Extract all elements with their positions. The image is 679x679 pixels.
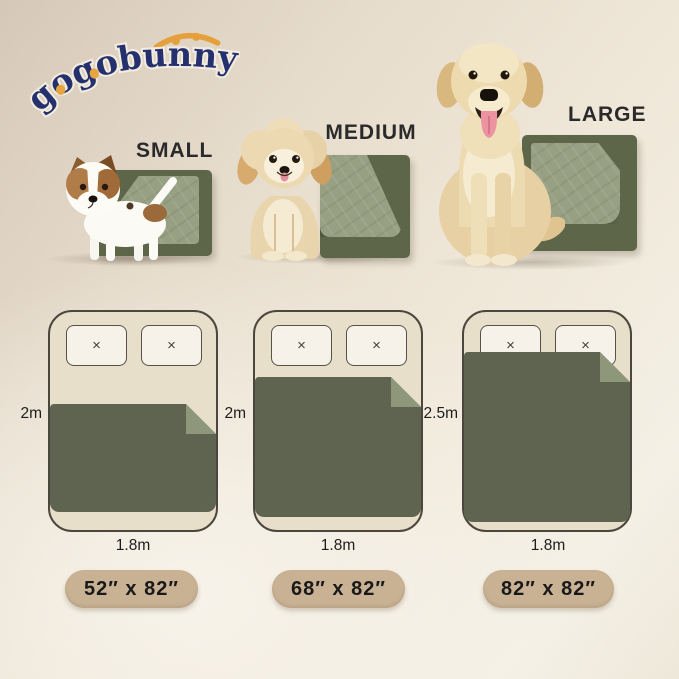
size-label-medium: MEDIUM bbox=[325, 121, 417, 144]
pillow-stitch-icon: × bbox=[372, 337, 381, 354]
blanket-small-on-bed bbox=[50, 404, 216, 512]
bed-diagram-large: × × bbox=[462, 310, 632, 532]
bed-width-label-medium: 1.8m bbox=[320, 537, 356, 554]
size-label-large: LARGE bbox=[568, 103, 647, 126]
bed-width-label-large: 1.8m bbox=[530, 537, 566, 554]
pillow-stitch-icon: × bbox=[506, 337, 515, 354]
pillow: × bbox=[271, 325, 332, 366]
logo-smile-arc-icon bbox=[153, 32, 221, 50]
bed-height-label-small: 2m bbox=[20, 405, 42, 422]
havanese-puppy-illustration bbox=[237, 118, 332, 261]
svg-text:gogobunny: gogobunny bbox=[26, 34, 240, 119]
pillow: × bbox=[346, 325, 407, 366]
pillow-stitch-icon: × bbox=[167, 337, 176, 354]
jack-russell-puppy-illustration bbox=[66, 155, 177, 261]
blanket-large-on-bed bbox=[464, 352, 630, 522]
pillow: × bbox=[66, 325, 127, 366]
logo-o-dot-icon bbox=[89, 68, 99, 79]
size-pill-medium: 68″ x 82″ bbox=[272, 570, 405, 608]
brand-name: gogobunny bbox=[26, 32, 240, 121]
golden-retriever-illustration bbox=[436, 43, 565, 266]
logo-o-dot-icon bbox=[56, 84, 66, 95]
size-pill-large: 82″ x 82″ bbox=[483, 570, 614, 608]
size-label-small: SMALL bbox=[136, 139, 214, 162]
pillow-stitch-icon: × bbox=[297, 337, 306, 354]
large-blanket-photo bbox=[522, 135, 637, 251]
logo-dot-icon bbox=[192, 32, 201, 41]
blanket-fold-corner bbox=[391, 377, 421, 407]
bed-height-label-large: 2.5m bbox=[423, 405, 458, 422]
medium-blanket-photo bbox=[320, 155, 410, 258]
blanket-medium-on-bed bbox=[255, 377, 421, 517]
brand-logo: gogobunny bbox=[26, 32, 240, 121]
pillow-stitch-icon: × bbox=[581, 337, 590, 354]
bed-height-label-medium: 2m bbox=[224, 405, 246, 422]
size-pill-small: 52″ x 82″ bbox=[65, 570, 198, 608]
logo-dot-icon bbox=[171, 36, 180, 45]
bed-diagram-small: × × bbox=[48, 310, 218, 532]
bed-width-label-small: 1.8m bbox=[115, 537, 151, 554]
pillow: × bbox=[141, 325, 202, 366]
pillow-stitch-icon: × bbox=[92, 337, 101, 354]
bed-diagram-medium: × × bbox=[253, 310, 423, 532]
